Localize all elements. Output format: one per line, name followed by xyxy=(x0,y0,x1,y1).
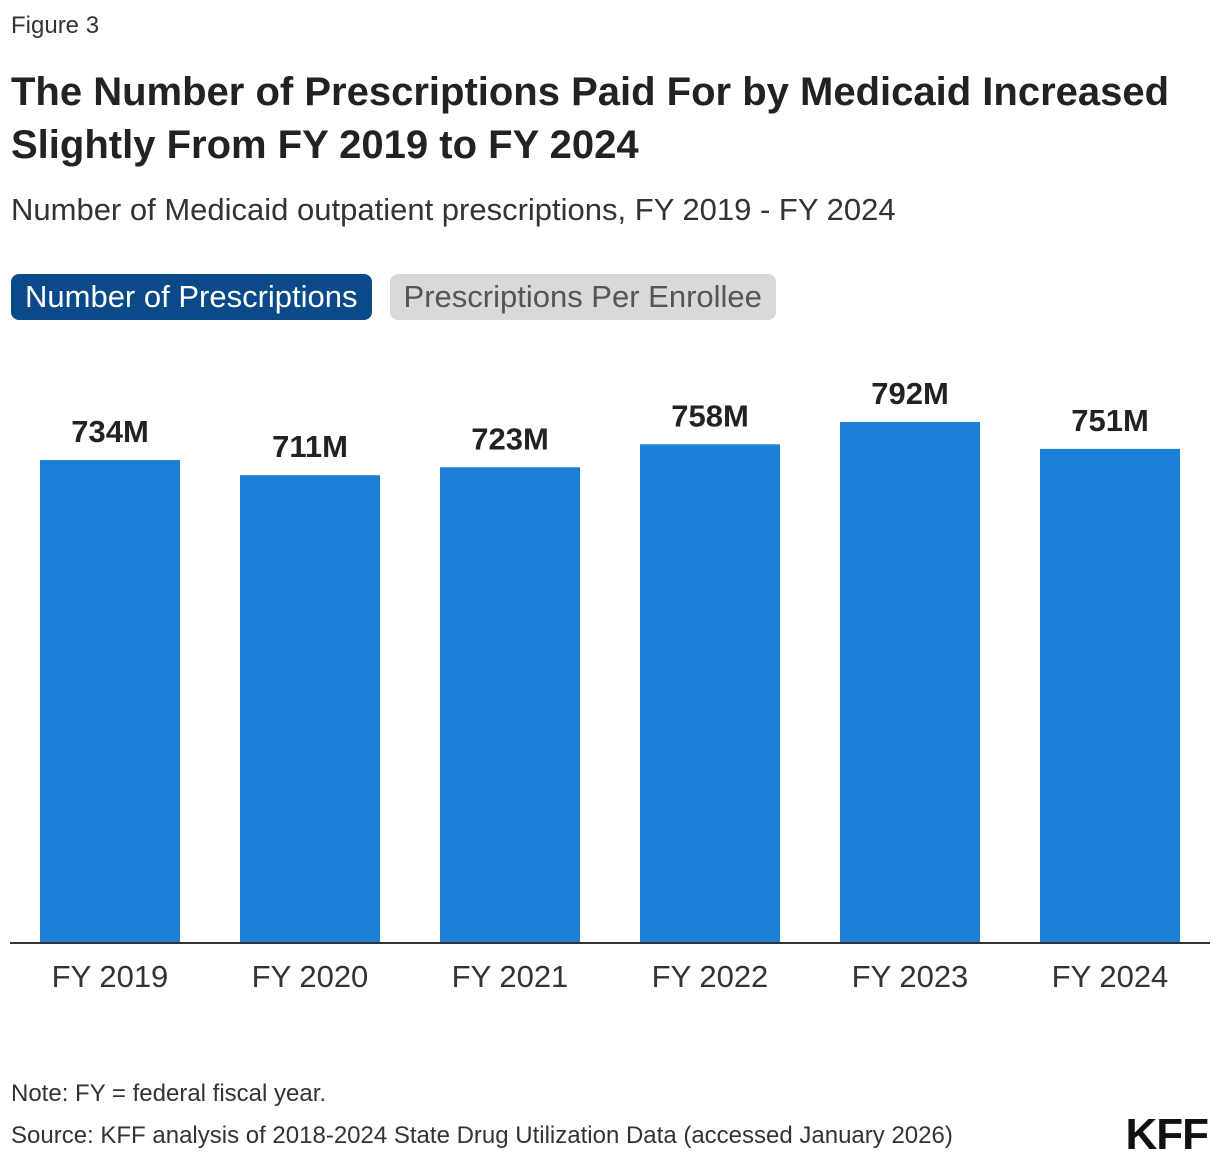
value-label: 734M xyxy=(71,414,149,449)
value-labels-group: 734M 711M 723M 758M 792M 751M xyxy=(71,376,1149,464)
chart-note: Note: FY = federal fiscal year. xyxy=(11,1080,327,1107)
x-tick-label: FY 2024 xyxy=(1052,959,1169,994)
bar-fy-2024 xyxy=(1040,448,1180,942)
bars-group xyxy=(40,421,1180,943)
bar-fy-2022 xyxy=(640,444,780,942)
toggle-number-of-prescriptions[interactable]: Number of Prescriptions xyxy=(11,274,372,320)
chart-title: The Number of Prescriptions Paid For by … xyxy=(11,70,1170,167)
view-toggle-group: Number of Prescriptions Prescriptions Pe… xyxy=(11,274,776,320)
value-label: 792M xyxy=(871,376,949,411)
toggle-prescriptions-per-enrollee[interactable]: Prescriptions Per Enrollee xyxy=(389,274,776,320)
kff-logo: KFF xyxy=(1125,1110,1209,1159)
x-tick-labels-group: FY 2019 FY 2020 FY 2021 FY 2022 FY 2023 FY 20… xyxy=(52,959,1169,994)
value-label: 758M xyxy=(671,398,749,433)
value-label: 723M xyxy=(471,421,549,456)
chart-source: Source: KFF analysis of 2018-2024 State … xyxy=(11,1122,953,1149)
bar-fy-2019 xyxy=(40,460,180,942)
bar-fy-2023 xyxy=(840,421,980,943)
figure-label: Figure 3 xyxy=(11,12,100,39)
x-tick-label: FY 2019 xyxy=(52,959,169,994)
x-tick-label: FY 2022 xyxy=(652,959,769,994)
value-label: 711M xyxy=(272,429,348,464)
x-tick-label: FY 2021 xyxy=(452,959,569,994)
bar-fy-2021 xyxy=(440,467,580,942)
x-tick-label: FY 2020 xyxy=(252,959,369,994)
chart-subtitle: Number of Medicaid outpatient prescripti… xyxy=(11,192,896,227)
bar-fy-2020 xyxy=(240,475,380,942)
x-tick-label: FY 2023 xyxy=(852,959,969,994)
value-label: 751M xyxy=(1071,403,1149,438)
